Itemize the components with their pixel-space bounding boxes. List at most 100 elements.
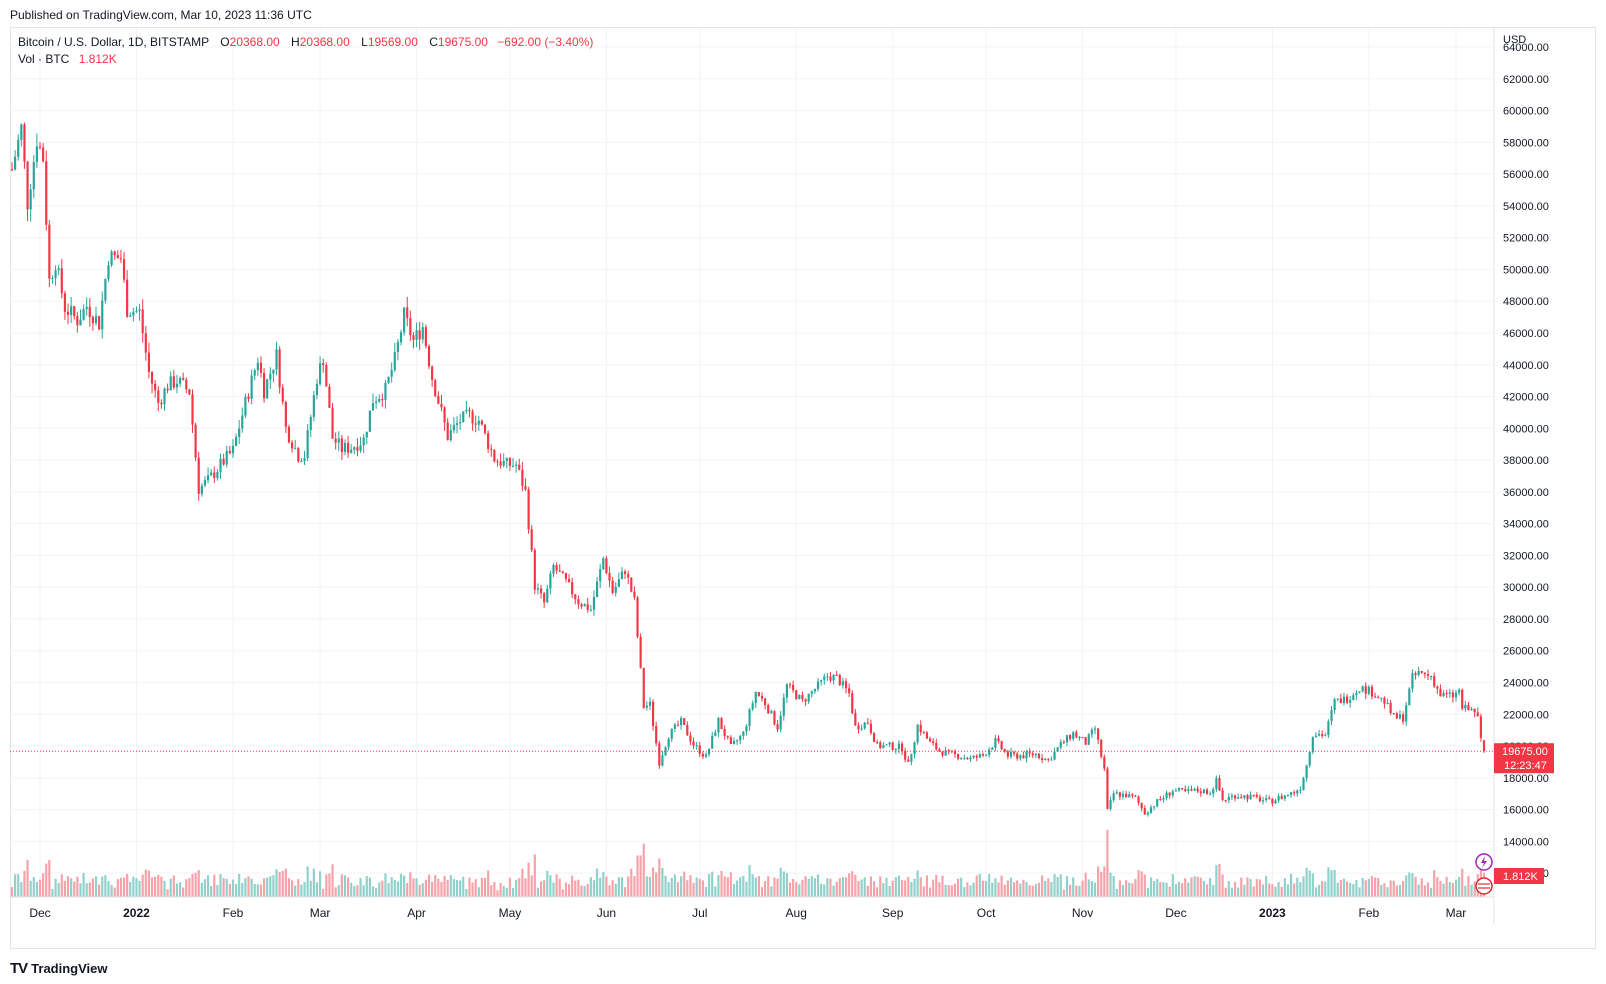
candle-body	[60, 268, 63, 294]
candle-body	[617, 579, 620, 587]
volume-bar	[835, 881, 838, 897]
volume-bar	[337, 885, 340, 897]
volume-bar	[1249, 879, 1252, 897]
time-axis-tick-label: Apr	[407, 906, 426, 920]
candle-body	[863, 722, 866, 729]
candle-body	[1075, 732, 1078, 738]
candle-body	[126, 279, 129, 317]
candle-body	[119, 258, 123, 260]
candle-body	[1034, 753, 1037, 756]
volume-bar	[1109, 872, 1112, 897]
candle-body	[555, 565, 558, 571]
candle-body	[1149, 807, 1153, 813]
candle-body	[365, 431, 368, 438]
candle-body	[726, 735, 729, 738]
volume-bar	[141, 874, 144, 897]
volume-bar	[228, 884, 231, 897]
volume-bar	[1458, 876, 1461, 897]
volume-bar	[303, 882, 306, 897]
candle-body	[378, 398, 381, 402]
candle-body	[599, 569, 602, 582]
volume-bar	[287, 878, 291, 897]
volume-bar	[384, 873, 387, 897]
candle-body	[841, 681, 845, 686]
volume-bar	[574, 880, 577, 897]
price-axis-tick-label: 42000.00	[1503, 392, 1549, 404]
volume-bar	[922, 886, 925, 897]
volume-bar	[994, 878, 997, 897]
volume-label-box	[1494, 868, 1544, 884]
volume-bar	[910, 881, 913, 897]
volume-bar	[823, 884, 826, 897]
chart-frame[interactable]	[10, 27, 1596, 949]
candle-body	[661, 755, 664, 766]
volume-bar	[51, 888, 54, 897]
volume-bar	[362, 885, 365, 897]
volume-bar	[1473, 881, 1476, 897]
candle-body	[110, 251, 113, 266]
volume-bar	[670, 877, 673, 897]
candle-body	[203, 480, 207, 486]
volume-bar	[1009, 877, 1013, 897]
volume-bar	[88, 882, 91, 897]
us-flag-icon	[1475, 877, 1493, 895]
candle-body	[440, 403, 443, 408]
candle-body	[944, 750, 947, 756]
candle-body	[1041, 758, 1044, 760]
candle-body	[368, 410, 371, 432]
volume-bar	[1212, 885, 1215, 897]
time-axis-tick-label: 2022	[123, 906, 150, 920]
candle-body	[564, 572, 568, 580]
candle-body	[913, 742, 916, 755]
volume-bar	[611, 880, 614, 897]
volume-bar	[234, 884, 238, 897]
candle-body	[70, 306, 73, 315]
volume-bar	[434, 875, 437, 897]
volume-bar	[869, 876, 873, 897]
volume-bar	[1093, 882, 1097, 897]
volume-bar	[1190, 877, 1193, 897]
volume-bar	[1255, 879, 1258, 897]
price-axis-tick-label: 32000.00	[1503, 550, 1549, 562]
candle-body	[742, 731, 745, 736]
volume-bar	[54, 878, 57, 897]
candle-body	[35, 146, 38, 163]
candle-body	[910, 754, 913, 762]
volume-bar	[947, 885, 950, 897]
footer-brand[interactable]: TV TradingView	[10, 960, 108, 977]
candle-body	[241, 415, 244, 429]
volume-bar	[1433, 870, 1436, 897]
volume-bar	[1367, 878, 1370, 897]
candle-body	[290, 442, 294, 449]
candle-body	[1482, 740, 1486, 752]
volume-bar	[191, 874, 194, 897]
candle-body	[446, 422, 449, 441]
volume-bar	[779, 867, 782, 897]
volume-bar	[1436, 877, 1439, 897]
candle-body	[829, 676, 832, 681]
volume-bar	[1031, 885, 1034, 897]
candle-body	[45, 161, 48, 225]
candle-body	[1016, 753, 1019, 759]
volume-bar	[172, 875, 175, 897]
candle-body	[462, 411, 465, 422]
volume-bar	[1205, 884, 1209, 897]
candle-body	[680, 718, 683, 726]
volume-bar	[1314, 887, 1318, 897]
candle-body	[418, 330, 421, 340]
volume-bar	[1392, 880, 1395, 897]
candle-body	[154, 383, 157, 391]
volume-bar	[1075, 885, 1078, 897]
legend-high-value: 20368.00	[299, 35, 350, 49]
candle-body	[524, 485, 527, 490]
volume-bar	[651, 867, 655, 897]
volume-bar	[664, 875, 667, 897]
candle-body	[1305, 765, 1308, 779]
candle-body	[897, 743, 901, 750]
price-axis-tick-label: 36000.00	[1503, 487, 1549, 499]
candle-body	[589, 609, 592, 611]
volume-bar	[122, 877, 126, 897]
candle-body	[611, 580, 614, 593]
volume-bar	[667, 881, 670, 897]
